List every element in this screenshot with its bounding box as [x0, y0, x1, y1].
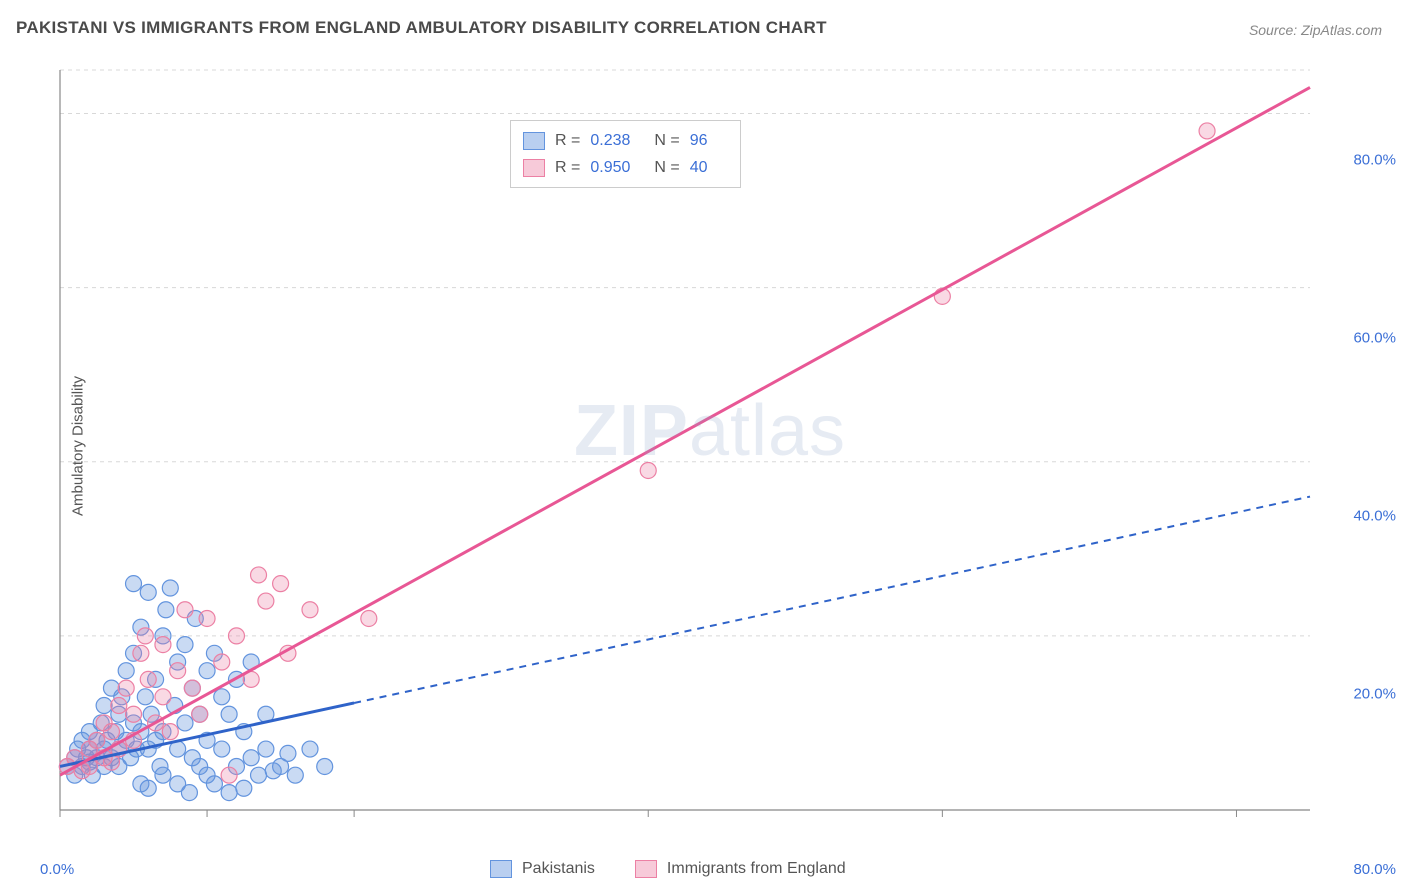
bottom-legend: Pakistanis Immigrants from England — [490, 860, 846, 878]
chart-title: PAKISTANI VS IMMIGRANTS FROM ENGLAND AMB… — [16, 18, 827, 38]
y-tick-20: 20.0% — [1353, 686, 1396, 703]
swatch-b — [523, 159, 545, 177]
stats-row-b: R = 0.950 N = 40 — [523, 154, 722, 181]
source-credit: Source: ZipAtlas.com — [1249, 22, 1382, 38]
y-tick-60: 60.0% — [1353, 330, 1396, 347]
x-tick-origin: 0.0% — [40, 861, 74, 878]
x-tick-max: 80.0% — [1353, 861, 1396, 878]
y-tick-80: 80.0% — [1353, 152, 1396, 169]
swatch-a — [523, 132, 545, 150]
y-tick-40: 40.0% — [1353, 508, 1396, 525]
chart-area: ZIPatlas R = 0.238 N = 96 R = 0.950 N = … — [50, 60, 1370, 850]
stats-row-a: R = 0.238 N = 96 — [523, 127, 722, 154]
stats-legend-box: R = 0.238 N = 96 R = 0.950 N = 40 — [510, 120, 741, 188]
legend-swatch-a — [490, 860, 512, 878]
legend-swatch-b — [635, 860, 657, 878]
legend-item-b: Immigrants from England — [635, 860, 846, 878]
legend-item-a: Pakistanis — [490, 860, 595, 878]
